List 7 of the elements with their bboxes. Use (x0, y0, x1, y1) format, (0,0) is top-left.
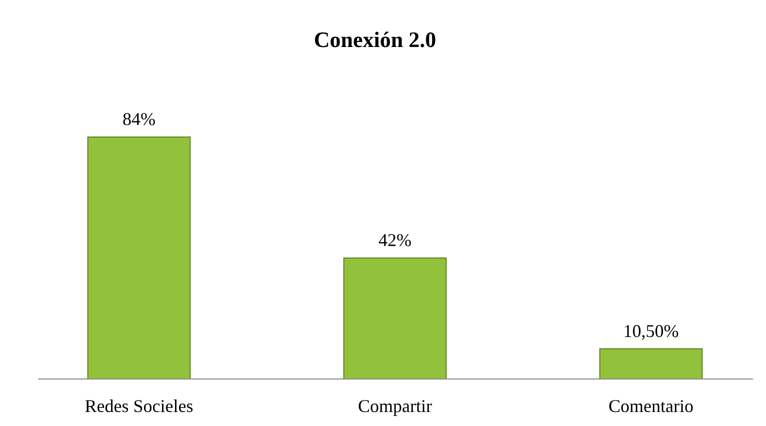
data-label: 10,50% (623, 320, 679, 341)
x-tick-label: Redes Socieles (84, 396, 194, 416)
x-tick-label: Comentario (608, 396, 694, 416)
chart-title: Conexión 2.0 (314, 27, 436, 52)
data-label: 42% (378, 230, 412, 250)
x-tick-label: Compartir (358, 396, 432, 416)
data-label: 84% (122, 109, 156, 129)
